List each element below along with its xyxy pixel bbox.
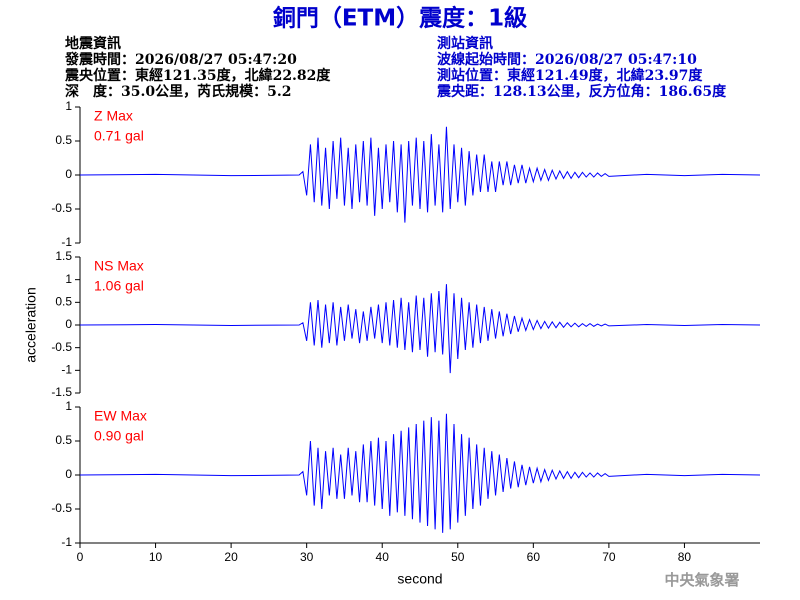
waveform xyxy=(79,284,761,374)
info-line: 震央距：128.13公里，反方位角：186.65度 xyxy=(436,83,727,100)
x-axis-label: second xyxy=(397,571,442,587)
info-line: 震央位置：東經121.35度，北緯22.82度 xyxy=(64,67,331,84)
annotation: Z Max xyxy=(94,108,133,124)
waveform xyxy=(79,413,761,533)
y-tick-label: -1 xyxy=(61,235,72,249)
info-line: 深 度：35.0公里，芮氏規模：5.2 xyxy=(65,83,291,100)
y-tick-label: 0.5 xyxy=(55,295,72,309)
y-axis-label: acceleration xyxy=(23,287,39,363)
info-line: 測站資訊 xyxy=(437,35,493,52)
annotation: 0.71 gal xyxy=(94,128,144,144)
y-tick-label: 0 xyxy=(65,167,72,181)
x-tick-label: 50 xyxy=(451,550,465,564)
info-line: 波線起始時間：2026/08/27 05:47:10 xyxy=(437,51,697,68)
footer: 中央氣象署 xyxy=(664,571,739,589)
annotation: EW Max xyxy=(94,408,147,424)
y-tick-label: -0.5 xyxy=(51,340,72,354)
info-line: 測站位置：東經121.49度，北緯23.97度 xyxy=(437,67,703,84)
info-line: 發震時間：2026/08/27 05:47:20 xyxy=(64,51,297,68)
y-tick-label: -1 xyxy=(61,363,72,377)
y-tick-label: 0 xyxy=(65,467,72,481)
y-tick-label: 1 xyxy=(65,272,72,286)
y-tick-label: 0 xyxy=(65,317,72,331)
title: 銅門（ETM）震度：1級 xyxy=(273,5,527,32)
annotation: 1.06 gal xyxy=(94,278,144,294)
y-tick-label: 1.5 xyxy=(55,249,72,263)
x-tick-label: 20 xyxy=(224,550,238,564)
x-tick-label: 60 xyxy=(527,550,541,564)
y-tick-label: -0.5 xyxy=(51,501,72,515)
x-tick-label: 80 xyxy=(678,550,692,564)
x-tick-label: 70 xyxy=(602,550,616,564)
y-tick-label: 1 xyxy=(65,99,72,113)
x-tick-label: 10 xyxy=(149,550,163,564)
y-tick-label: -1 xyxy=(61,535,72,549)
x-tick-label: 40 xyxy=(376,550,390,564)
x-tick-label: 0 xyxy=(77,550,84,564)
annotation: NS Max xyxy=(94,258,144,274)
annotation: 0.90 gal xyxy=(94,428,144,444)
waveform xyxy=(79,126,761,223)
y-tick-label: 0.5 xyxy=(55,133,72,147)
y-tick-label: 0.5 xyxy=(55,433,72,447)
y-tick-label: 1 xyxy=(65,399,72,413)
info-line: 地震資訊 xyxy=(65,35,121,52)
y-tick-label: -0.5 xyxy=(51,201,72,215)
y-tick-label: -1.5 xyxy=(51,385,72,399)
x-tick-label: 30 xyxy=(300,550,314,564)
